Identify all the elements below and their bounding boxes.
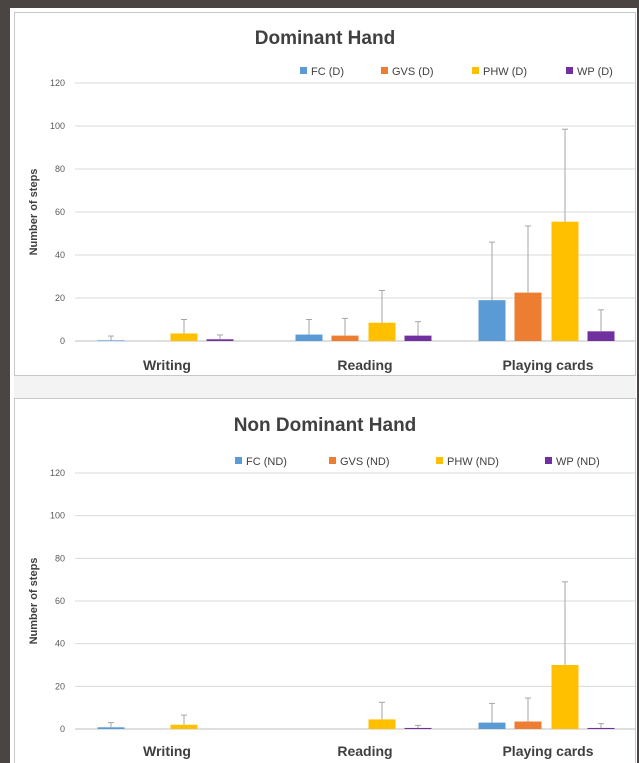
bar <box>404 727 432 729</box>
dominant-hand-chart-panel: Dominant Hand 0 20 40 60 80 100 120 Number of st… <box>14 12 636 376</box>
chart-title: Non Dominant Hand <box>234 415 417 436</box>
bar <box>170 724 198 729</box>
legend-label: GVS (D) <box>392 66 434 78</box>
non-dominant-hand-chart-panel: Non Dominant Hand 0 20 40 60 80 100 120 Number o… <box>14 398 636 763</box>
y-tick-label: 120 <box>50 468 65 478</box>
y-tick-label: 100 <box>50 511 65 521</box>
legend-label: PHW (ND) <box>447 456 499 468</box>
legend-label: WP (ND) <box>556 456 600 468</box>
y-tick-label: 20 <box>55 681 65 691</box>
y-tick-label: 40 <box>55 250 65 260</box>
legend-label: GVS (ND) <box>340 456 390 468</box>
bar <box>295 334 323 341</box>
bar <box>331 335 359 341</box>
bar <box>206 339 234 341</box>
bar <box>368 322 396 341</box>
legend-swatch <box>235 457 242 464</box>
bar <box>170 333 198 341</box>
legend-label: FC (ND) <box>246 456 287 468</box>
category-label: Writing <box>143 357 191 373</box>
y-tick-label: 60 <box>55 596 65 606</box>
bar <box>587 727 615 729</box>
legend-label: PHW (D) <box>483 66 527 78</box>
category-label: Playing cards <box>502 743 593 759</box>
category-label: Writing <box>143 743 191 759</box>
legend-swatch <box>300 67 307 74</box>
bar <box>404 335 432 341</box>
legend-label: WP (D) <box>577 66 613 78</box>
y-tick-label: 80 <box>55 553 65 563</box>
bar <box>551 665 579 729</box>
bar <box>478 722 506 729</box>
bar <box>587 331 615 341</box>
legend-swatch <box>566 67 573 74</box>
bar <box>478 300 506 341</box>
legend-swatch <box>545 457 552 464</box>
bar <box>97 340 125 341</box>
legend-label: FC (D) <box>311 66 344 78</box>
y-tick-label: 60 <box>55 207 65 217</box>
y-tick-label: 40 <box>55 639 65 649</box>
bar <box>514 721 542 729</box>
legend-swatch <box>472 67 479 74</box>
dominant-hand-chart: Dominant Hand 0 20 40 60 80 100 120 Number of st… <box>28 28 635 373</box>
y-tick-label: 80 <box>55 164 65 174</box>
y-tick-label: 0 <box>60 336 65 346</box>
y-tick-label: 0 <box>60 724 65 734</box>
bar <box>368 719 396 729</box>
bar <box>551 221 579 341</box>
y-tick-label: 100 <box>50 121 65 131</box>
legend-swatch <box>381 67 388 74</box>
chart-title: Dominant Hand <box>255 28 395 49</box>
y-tick-label: 120 <box>50 78 65 88</box>
y-axis-label: Number of steps <box>28 169 40 256</box>
legend-swatch <box>329 457 336 464</box>
legend-swatch <box>436 457 443 464</box>
category-label: Playing cards <box>502 357 593 373</box>
non-dominant-hand-chart: Non Dominant Hand 0 20 40 60 80 100 120 Number o… <box>28 415 635 759</box>
panel-separator <box>14 376 636 398</box>
bar <box>97 727 125 729</box>
y-tick-label: 20 <box>55 293 65 303</box>
bar <box>514 292 542 341</box>
category-label: Reading <box>337 357 392 373</box>
category-label: Reading <box>337 743 392 759</box>
y-axis-label: Number of steps <box>28 558 40 645</box>
